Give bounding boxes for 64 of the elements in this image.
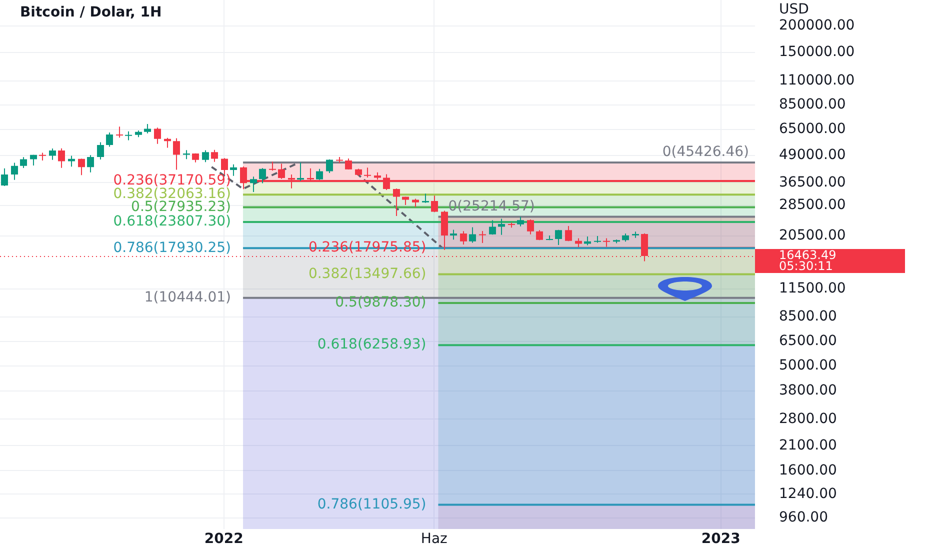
- y-tick-label: 1240.00: [779, 486, 837, 502]
- x-tick-label: Haz: [420, 531, 448, 548]
- candlestick: [202, 150, 209, 162]
- candlestick: [508, 222, 515, 228]
- candlestick: [20, 157, 27, 168]
- candlestick: [316, 168, 323, 180]
- candlestick: [116, 126, 123, 138]
- y-tick-label: 20500.00: [779, 227, 846, 244]
- y-tick-label: 1600.00: [779, 462, 837, 478]
- candlestick: [546, 236, 553, 240]
- series-label: 0.618(6258.93): [317, 336, 426, 353]
- candlestick: [632, 232, 639, 238]
- candlestick: [422, 194, 429, 203]
- candlestick: [250, 176, 257, 192]
- candlestick: [125, 131, 132, 140]
- x-tick-label: 2022: [204, 531, 244, 548]
- y-tick-label: 960.00: [779, 509, 828, 526]
- candlestick: [469, 227, 476, 243]
- series-label: 0.786(1105.95): [317, 496, 426, 512]
- candlestick: [613, 239, 620, 244]
- candlestick: [364, 168, 371, 178]
- y-tick-label: 36500.00: [779, 174, 846, 190]
- candlestick: [594, 236, 601, 243]
- y-tick-label: 5000.00: [779, 357, 837, 374]
- y-tick-label: 65000.00: [779, 121, 846, 138]
- candlestick: [565, 226, 572, 242]
- series-label: 0.5(9878.30): [335, 294, 426, 311]
- y-tick-label: 150000.00: [779, 44, 855, 60]
- series-label: 0.382(13497.66): [308, 266, 426, 282]
- series-label: 0.618(23807.30): [113, 214, 232, 230]
- candlestick: [393, 188, 400, 216]
- y-tick-label: 49000.00: [779, 147, 846, 164]
- candlestick: [498, 218, 505, 235]
- y-tick-label: 8500.00: [779, 308, 837, 325]
- candlestick: [402, 196, 409, 205]
- candlestick: [39, 152, 46, 161]
- series-label: 0.786(17930.25): [113, 240, 232, 256]
- y-axis-title: USD: [779, 2, 809, 18]
- candlestick: [517, 216, 524, 226]
- y-tick-label: 3800.00: [779, 382, 837, 399]
- series-label: 0.5(27935.23): [131, 198, 232, 215]
- y-tick-label: 200000.00: [779, 18, 855, 34]
- candlestick: [49, 148, 56, 160]
- candlestick: [603, 238, 610, 247]
- chart-title: Bitcoin / Dolar, 1H: [20, 4, 162, 21]
- candlestick: [431, 196, 438, 212]
- candlestick: [211, 150, 218, 162]
- series-label: 1(10444.01): [144, 290, 232, 306]
- x-tick-label: 2023: [701, 531, 740, 548]
- candlestick: [527, 220, 534, 234]
- candlestick: [460, 231, 467, 244]
- candlestick: [269, 162, 276, 171]
- candlestick: [336, 157, 343, 163]
- candlestick: [297, 162, 304, 182]
- y-tick-label: 11500.00: [779, 280, 846, 297]
- candlestick: [479, 230, 486, 244]
- y-tick-label: 2100.00: [779, 437, 837, 454]
- y-tick-label: 110000.00: [779, 72, 855, 89]
- y-tick-label: 2800.00: [779, 410, 837, 427]
- candlestick: [450, 230, 457, 240]
- series-label: 0(45426.46): [662, 144, 750, 160]
- y-tick-label: 6500.00: [779, 333, 837, 350]
- y-tick-label: 28500.00: [779, 197, 846, 214]
- y-tick-label: 85000.00: [779, 96, 846, 112]
